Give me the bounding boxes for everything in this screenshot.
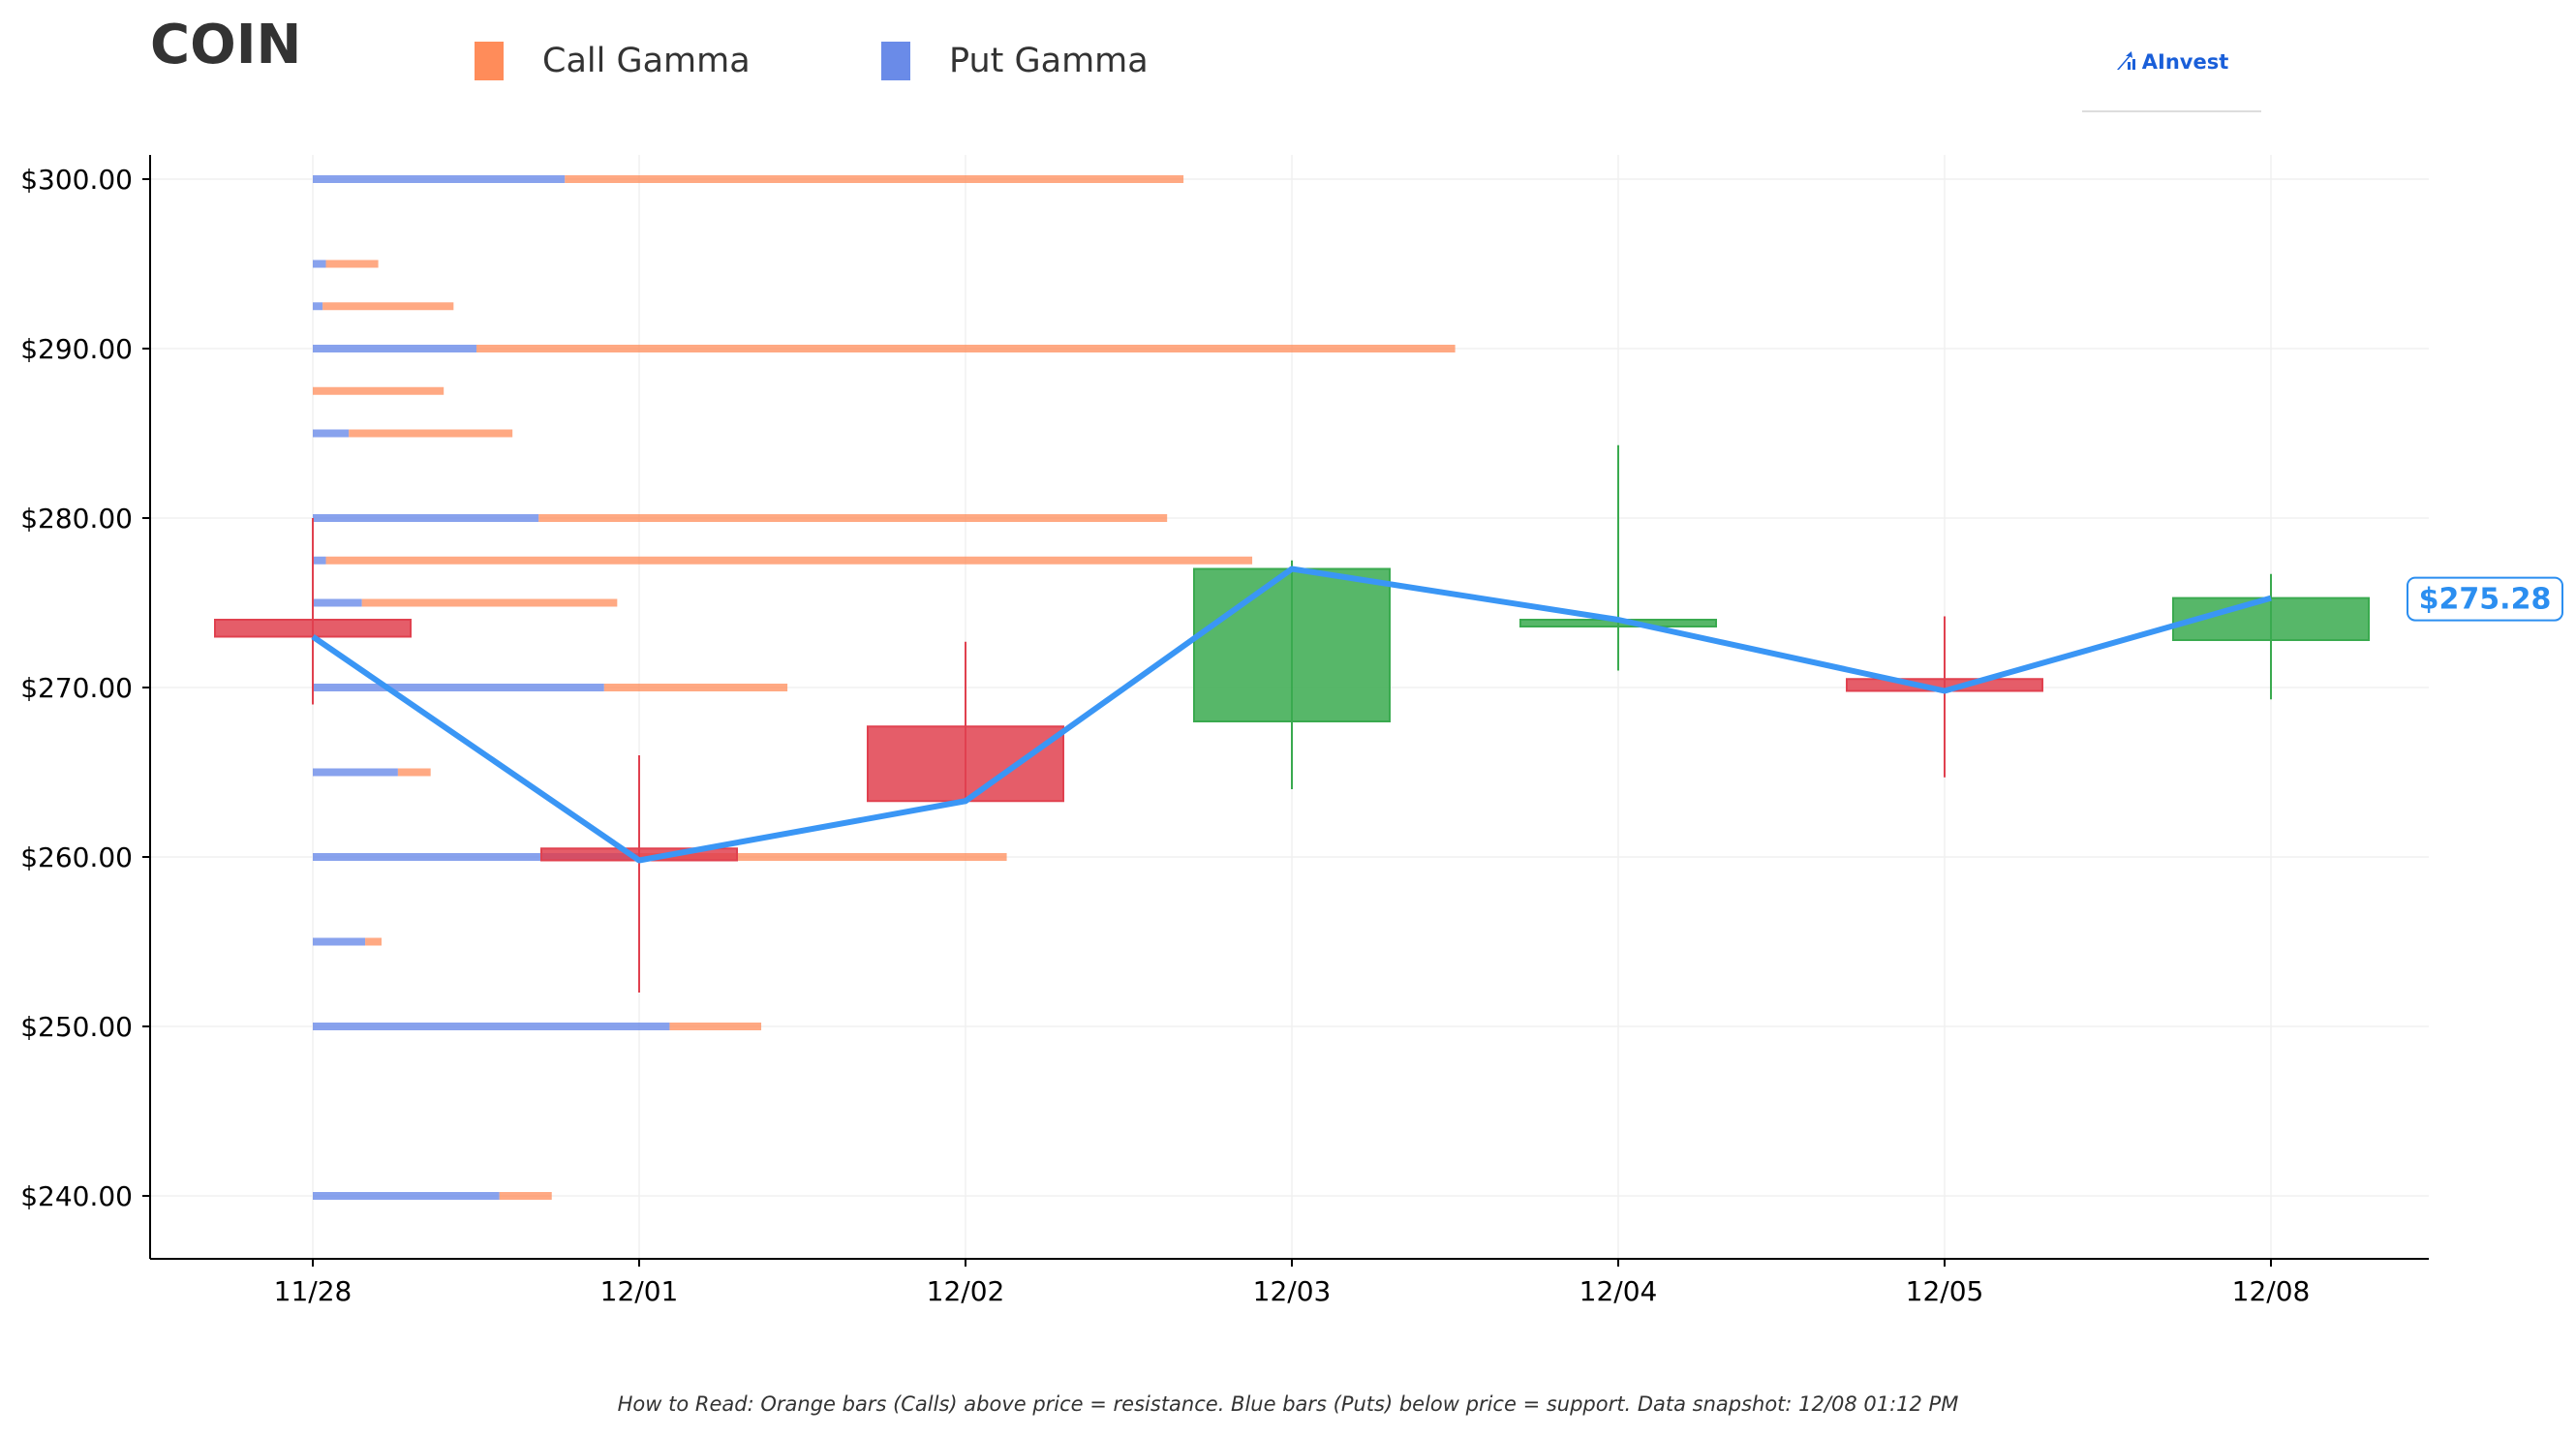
- put-gamma-bar: [313, 302, 323, 311]
- last-price-label: $275.28: [2419, 583, 2552, 617]
- put-gamma-bar: [313, 1023, 670, 1030]
- logo-text: AInvest: [2141, 50, 2229, 74]
- call-swatch: [475, 42, 504, 80]
- call-gamma-bar: [365, 937, 382, 946]
- call-gamma-bar: [397, 768, 431, 777]
- y-tick-label: $260.00: [20, 841, 133, 873]
- put-gamma-bar: [313, 768, 398, 777]
- candle-body: [1193, 567, 1391, 722]
- call-gamma-bar: [603, 684, 788, 691]
- call-gamma-bar: [538, 514, 1168, 522]
- put-gamma-bar: [313, 429, 350, 438]
- call-gamma-bar: [669, 1023, 762, 1030]
- candle-body: [214, 619, 412, 638]
- put-gamma-bar: [313, 260, 326, 268]
- call-gamma-bar: [499, 1192, 552, 1200]
- put-swatch: [881, 42, 910, 80]
- legend-call: Call Gamma: [475, 37, 751, 85]
- how-to-read-note: How to Read: Orange bars (Calls) above p…: [617, 1392, 1959, 1416]
- call-gamma-bar: [361, 598, 618, 607]
- call-gamma-bar: [640, 853, 1007, 861]
- gamma-candlestick-chart: $240.00 $250.00 $260.00 $270.00 $280.00 $290.…: [20, 155, 2563, 1307]
- candle-body: [867, 725, 1064, 803]
- y-tick-label: $290.00: [20, 333, 133, 365]
- call-legend-label: Call Gamma: [542, 42, 751, 80]
- x-tick-label: 11/28: [274, 1275, 353, 1307]
- x-tick-label: 12/02: [927, 1275, 1005, 1307]
- x-tick-label: 12/01: [600, 1275, 679, 1307]
- put-gamma-bar: [313, 684, 604, 691]
- call-gamma-bar: [349, 429, 513, 438]
- axes: [142, 155, 2429, 1267]
- y-tick-label: $280.00: [20, 503, 133, 535]
- put-gamma-bar: [313, 598, 362, 607]
- x-tick-label: 12/03: [1253, 1275, 1332, 1307]
- ainvest-logo: AInvest: [2082, 39, 2261, 112]
- call-gamma-bar: [476, 345, 1456, 352]
- put-gamma-bar: [313, 514, 539, 522]
- put-gamma-bar: [313, 1192, 500, 1200]
- y-tick-label: $240.00: [20, 1180, 133, 1212]
- put-gamma-bar: [313, 345, 476, 352]
- x-tick-label: 12/05: [1906, 1275, 1984, 1307]
- chart-arrow-icon: [2116, 51, 2135, 70]
- ticker-title: COIN: [150, 14, 302, 76]
- gamma-bars: [313, 175, 1456, 1200]
- close-line-layer: [311, 566, 2272, 864]
- call-gamma-bar: [325, 556, 1253, 565]
- labels: $240.00 $250.00 $260.00 $270.00 $280.00 $290.…: [20, 164, 2563, 1307]
- call-gamma-bar: [565, 175, 1184, 183]
- put-gamma-bar: [313, 556, 326, 565]
- y-tick-label: $250.00: [20, 1011, 133, 1043]
- call-gamma-bar: [322, 302, 454, 311]
- close-price-line: [311, 566, 2272, 864]
- legend-put: Put Gamma: [881, 37, 1149, 85]
- last-price-box: [2407, 576, 2563, 622]
- x-tick-label: 12/04: [1579, 1275, 1658, 1307]
- put-gamma-bar: [313, 175, 566, 183]
- y-tick-label: $270.00: [20, 672, 133, 704]
- call-gamma-bar: [325, 260, 379, 268]
- y-tick-label: $300.00: [20, 164, 133, 196]
- put-gamma-bar: [313, 853, 640, 861]
- put-legend-label: Put Gamma: [949, 42, 1149, 80]
- put-gamma-bar: [313, 937, 366, 946]
- x-tick-label: 12/08: [2232, 1275, 2311, 1307]
- candles: [214, 444, 2370, 993]
- call-gamma-bar: [313, 386, 445, 395]
